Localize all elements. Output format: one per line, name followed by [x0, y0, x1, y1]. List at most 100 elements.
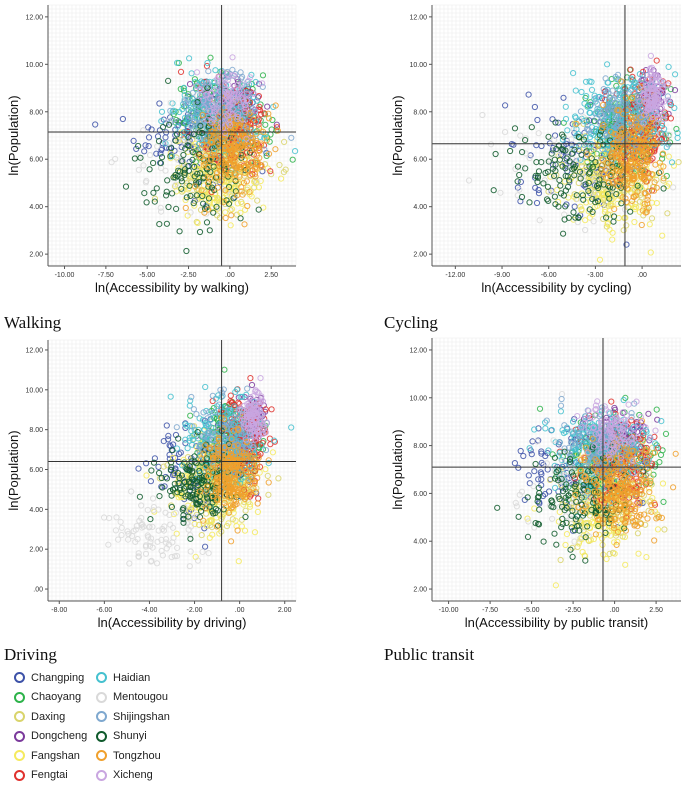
- data-point: [256, 207, 261, 212]
- data-point: [557, 178, 562, 183]
- data-point: [157, 101, 162, 106]
- data-point: [144, 200, 149, 205]
- y-axis-label: ln(Population): [6, 95, 21, 175]
- data-point: [203, 544, 208, 549]
- data-point: [155, 144, 160, 149]
- x-tick-label: .00: [637, 272, 647, 279]
- data-point: [579, 89, 584, 94]
- data-point: [228, 393, 233, 398]
- data-point: [523, 138, 528, 143]
- y-tick-label: 8.00: [29, 109, 43, 116]
- data-point: [605, 62, 610, 67]
- x-tick-label: -5.00: [139, 272, 155, 279]
- data-point: [165, 178, 170, 183]
- data-point: [502, 130, 507, 135]
- data-point: [668, 116, 673, 121]
- y-tick-label: 10.00: [25, 62, 43, 69]
- data-point: [187, 56, 192, 61]
- x-tick-label: 2.50: [264, 272, 278, 279]
- y-tick-label: 2.00: [29, 252, 43, 259]
- data-point: [156, 464, 161, 469]
- y-tick-label: 12.00: [25, 14, 43, 21]
- data-point: [148, 479, 153, 484]
- data-point: [159, 209, 164, 214]
- x-tick-label: -12.00: [445, 272, 465, 279]
- data-point: [673, 72, 678, 77]
- data-point: [178, 69, 183, 74]
- data-point: [213, 68, 218, 73]
- data-point: [546, 159, 551, 164]
- chart-panel-2: .002.004.006.008.0010.0012.00-8.00-6.00-…: [6, 340, 296, 630]
- data-point: [158, 166, 163, 171]
- chart-panel-0: 2.004.006.008.0010.0012.00-10.00-7.50-5.…: [6, 5, 298, 295]
- x-axis-label: ln(Accessibility by cycling): [481, 280, 631, 295]
- data-point: [648, 53, 653, 58]
- data-point: [503, 103, 508, 108]
- data-point: [163, 135, 168, 140]
- data-point: [146, 135, 151, 140]
- data-point: [518, 133, 523, 138]
- data-point: [666, 154, 671, 159]
- data-point: [238, 216, 243, 221]
- data-point: [208, 55, 213, 60]
- data-point: [230, 55, 235, 60]
- data-point: [136, 167, 141, 172]
- data-point: [138, 155, 143, 160]
- scatter-panels: 2.004.006.008.0010.0012.00-10.00-7.50-5.…: [0, 0, 685, 640]
- data-point: [583, 227, 588, 232]
- data-point: [266, 492, 271, 497]
- data-point: [109, 160, 114, 165]
- data-point: [611, 219, 616, 224]
- data-point: [542, 178, 547, 183]
- x-tick-label: -2.50: [181, 272, 197, 279]
- data-point: [552, 157, 557, 162]
- data-point: [269, 407, 274, 412]
- data-point: [535, 117, 540, 122]
- data-point: [493, 151, 498, 156]
- y-tick-label: 4.00: [29, 204, 43, 211]
- data-point: [571, 210, 576, 215]
- data-point: [552, 194, 557, 199]
- x-tick-label: -6.00: [541, 272, 557, 279]
- data-point: [290, 157, 295, 162]
- x-tick-label: -3.00: [587, 272, 603, 279]
- y-tick-label: 6.00: [29, 157, 43, 164]
- y-tick-label: 6.00: [413, 157, 427, 164]
- x-tick-label: .00: [225, 272, 235, 279]
- data-point: [558, 183, 563, 188]
- data-point: [523, 166, 528, 171]
- data-point: [204, 220, 209, 225]
- data-point: [527, 200, 532, 205]
- data-point: [658, 169, 663, 174]
- data-point: [242, 222, 247, 227]
- data-point: [146, 144, 151, 149]
- chart-panel-1: 2.004.006.008.0010.0012.00-12.00-9.00-6.…: [390, 5, 681, 295]
- data-point: [561, 231, 566, 236]
- data-point: [164, 423, 169, 428]
- data-point: [136, 466, 141, 471]
- data-point: [466, 178, 471, 183]
- y-tick-label: 12.00: [409, 14, 427, 21]
- y-axis-label: ln(Population): [390, 95, 405, 175]
- data-point: [239, 76, 244, 81]
- y-tick-label: 10.00: [409, 62, 427, 69]
- data-point: [189, 71, 194, 76]
- data-point: [194, 70, 199, 75]
- data-point: [561, 95, 566, 100]
- data-point: [255, 198, 260, 203]
- y-tick-label: 2.00: [413, 252, 427, 259]
- x-axis-label: ln(Accessibility by walking): [95, 280, 249, 295]
- data-point: [565, 128, 570, 133]
- data-point: [188, 210, 193, 215]
- data-point: [144, 473, 149, 478]
- data-point: [289, 135, 294, 140]
- data-point: [648, 250, 653, 255]
- y-tick-label: 8.00: [413, 109, 427, 116]
- data-point: [164, 221, 169, 226]
- data-point: [93, 122, 98, 127]
- data-point: [157, 222, 162, 227]
- data-point: [654, 58, 659, 63]
- data-point: [676, 160, 681, 165]
- data-point: [185, 213, 190, 218]
